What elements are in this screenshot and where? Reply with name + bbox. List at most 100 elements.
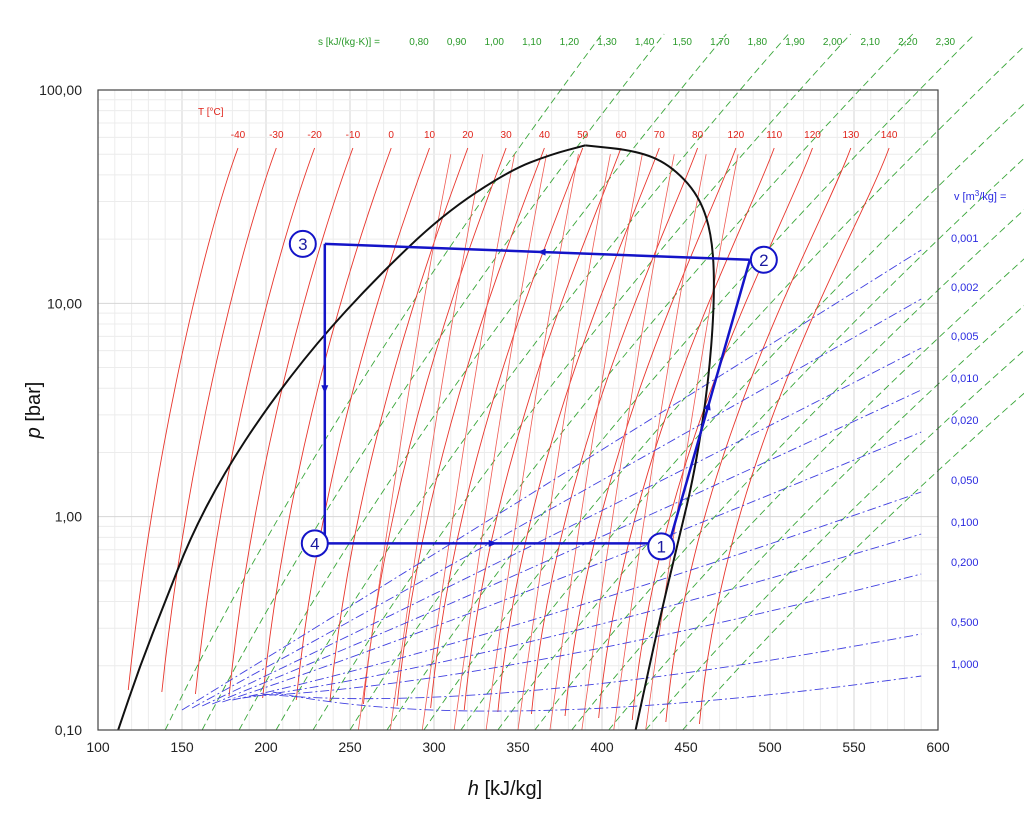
isentrope-line (645, 349, 1024, 731)
isentrope-line (608, 305, 1024, 731)
isotherm-label: 110 (766, 130, 782, 141)
x-tick-label: 100 (86, 739, 110, 755)
x-tick-label: 500 (758, 739, 782, 755)
isentrope-line (682, 392, 1024, 731)
isotherm-line (194, 147, 316, 695)
x-tick-label: 450 (674, 739, 698, 755)
isotherm-label: 20 (462, 130, 474, 141)
x-tick-label: 550 (842, 739, 866, 755)
plot-border (97, 89, 939, 731)
isentrope-label: 1,30 (597, 37, 617, 48)
isotherm-line (389, 154, 484, 731)
isentrope-line (534, 209, 1024, 731)
isotherm-label: -40 (231, 130, 246, 141)
isolines (127, 33, 1024, 731)
isotherm-line (295, 147, 430, 701)
isochore-header-suffix: /kg] = (979, 191, 1006, 203)
isochore-label: 0,010 (951, 373, 979, 385)
state-point-label: 3 (298, 235, 307, 254)
isentrope-label: 2,30 (936, 37, 956, 48)
isentrope-label: 1,70 (710, 37, 730, 48)
isentrope-line (460, 103, 1024, 731)
isotherm-label: 120 (728, 130, 745, 141)
isochore-header: v [m3/kg] = (954, 189, 1006, 204)
isotherm-line (549, 154, 643, 731)
x-tick-label: 250 (338, 739, 362, 755)
y-tick-label: 10,00 (47, 295, 82, 311)
plot-frame (97, 89, 939, 731)
isotherm-line (645, 154, 739, 731)
isotherm-line (396, 147, 545, 707)
isotherm-label: 120 (804, 130, 821, 141)
isotherm-line (262, 147, 392, 699)
y-tick-label: 0,10 (55, 722, 82, 738)
isentrope-label: 1,90 (785, 37, 805, 48)
isentrope-label: 1,10 (522, 37, 542, 48)
isochore-line (242, 533, 922, 699)
isotherm-line (613, 154, 707, 731)
isochore-line (232, 491, 922, 701)
isochore-line (212, 389, 922, 705)
isotherm-label: 50 (577, 130, 589, 141)
isochore-line (181, 249, 922, 711)
isochore-line (201, 347, 922, 707)
isochore-label: 0,200 (951, 557, 979, 569)
saturated-liquid-line (117, 144, 586, 731)
isotherm-line (497, 147, 660, 713)
isotherm-line (358, 154, 452, 731)
cycle-arrow (488, 539, 497, 547)
isochore-label: 1,000 (951, 659, 979, 671)
isotherm-line (362, 147, 507, 705)
cycle-arrow (703, 401, 711, 411)
isentrope-line (497, 157, 1024, 731)
y-axis-unit: [bar] (23, 382, 45, 422)
isotherm-line (485, 154, 579, 731)
y-axis-title: p [bar] (23, 382, 45, 440)
isotherm-label: 70 (654, 130, 666, 141)
isentrope-label: 2,10 (860, 37, 880, 48)
isotherm-line (421, 154, 516, 731)
isotherm-line (665, 147, 852, 723)
isentrope-label: 1,20 (560, 37, 580, 48)
x-tick-label: 400 (590, 739, 614, 755)
isotherm-label: 130 (842, 130, 859, 141)
state-point-marker (288, 229, 317, 258)
isentrope-header: s [kJ/(kg·K)] = (318, 37, 380, 48)
x-axis-symbol: h (468, 778, 485, 800)
y-axis-symbol: p (23, 422, 45, 440)
isochore-label: 0,005 (951, 331, 979, 343)
isochore-label: 0,002 (951, 282, 979, 294)
isotherm-line (581, 154, 675, 731)
isochore-line (252, 573, 922, 697)
isotherm-line (517, 154, 611, 731)
cycle-segment (324, 242, 750, 262)
isentrope-label: 1,50 (672, 37, 692, 48)
state-point-marker (300, 529, 329, 558)
isotherm-label: 60 (615, 130, 627, 141)
isotherm-line (453, 154, 547, 731)
isotherm-line (127, 147, 239, 691)
refrigeration-cycle: 1 2 3 4 (288, 229, 778, 561)
x-tick-label: 200 (254, 739, 278, 755)
isentrope-line (201, 33, 665, 731)
isotherm-label: 80 (692, 130, 704, 141)
isochore-line (272, 675, 922, 712)
isotherm-line (564, 147, 737, 717)
isentrope-line (386, 33, 976, 731)
isotherm-label: -20 (307, 130, 322, 141)
isochore-label: 0,500 (951, 617, 979, 629)
isentrope-line (238, 33, 727, 731)
state-point-label: 2 (759, 251, 768, 270)
x-tick-label: 300 (422, 739, 446, 755)
labels: 0,80 0,90 1,00 1,10 1,20 1,30 1,40 1,50 1,70 1,80… (23, 37, 1006, 800)
state-point-label: 4 (310, 534, 319, 553)
isotherm-line (530, 147, 699, 715)
isotherm-line (463, 147, 622, 711)
y-tick-label: 100,00 (39, 82, 82, 98)
x-tick-label: 350 (506, 739, 530, 755)
isotherm-label: -10 (346, 130, 361, 141)
cycle-arrow (321, 385, 329, 394)
isotherm-line (430, 147, 584, 709)
state-point-marker (749, 245, 778, 274)
